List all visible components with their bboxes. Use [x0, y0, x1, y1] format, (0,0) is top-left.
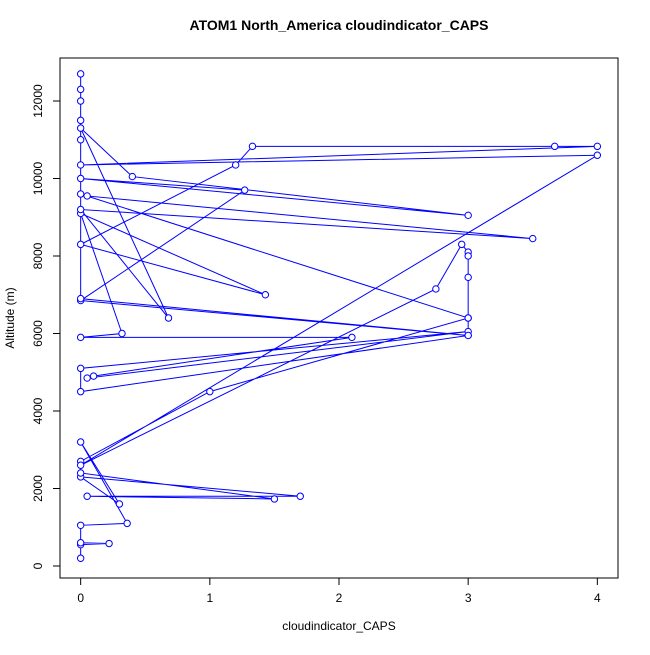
data-point: [464, 331, 472, 340]
data-point: [76, 70, 85, 78]
data-point: [76, 521, 85, 530]
data-point: [76, 539, 85, 547]
data-point: [593, 142, 602, 151]
data-point: [261, 291, 270, 299]
data-point: [76, 240, 85, 249]
x-tick-label: 0: [77, 591, 84, 605]
data-point: [83, 192, 91, 200]
data-point: [115, 500, 124, 508]
data-point: [231, 161, 240, 169]
data-point: [83, 374, 91, 382]
data-point: [164, 314, 173, 322]
data-point: [128, 172, 137, 181]
data-point: [296, 492, 304, 500]
data-point: [83, 492, 91, 500]
y-tick-label: 0: [31, 562, 45, 569]
data-point: [76, 294, 85, 303]
data-point: [76, 97, 85, 105]
data-point: [118, 329, 126, 338]
data-point: [76, 190, 85, 198]
y-tick-label: 12000: [31, 84, 45, 118]
x-tick-label: 4: [594, 591, 601, 605]
data-point: [432, 285, 440, 293]
data-point: [593, 151, 602, 159]
x-tick-label: 2: [336, 591, 343, 605]
data-point: [76, 461, 85, 469]
x-tick-label: 1: [206, 591, 213, 605]
data-point: [76, 554, 85, 562]
data-point: [105, 539, 113, 548]
data-point: [76, 364, 85, 373]
data-point: [76, 333, 85, 342]
data-point: [458, 240, 466, 249]
y-tick-label: 4000: [31, 397, 45, 424]
y-tick-label: 10000: [31, 161, 45, 195]
data-point: [76, 124, 85, 132]
y-axis-label: Altitude (m): [3, 287, 17, 348]
y-tick-label: 8000: [31, 242, 45, 269]
data-point: [529, 234, 537, 243]
data-point: [348, 333, 356, 342]
data-point: [76, 469, 85, 477]
x-axis-label: cloudindicator_CAPS: [282, 619, 395, 633]
data-point: [248, 142, 257, 151]
data-point: [270, 495, 279, 503]
data-point: [76, 387, 85, 396]
data-point: [464, 314, 472, 322]
data-point: [76, 174, 85, 183]
data-point: [76, 136, 85, 144]
y-tick-label: 2000: [31, 475, 45, 502]
data-point: [551, 142, 559, 151]
data-point: [76, 85, 85, 94]
data-point: [89, 372, 98, 380]
data-point: [464, 211, 472, 220]
data-point: [123, 519, 131, 528]
data-point: [206, 387, 214, 396]
data-point: [76, 161, 85, 169]
data-point: [76, 205, 85, 214]
chart-title: ATOM1 North_America cloudindicator_CAPS: [190, 17, 489, 33]
y-tick-label: 6000: [31, 320, 45, 347]
data-point: [241, 186, 249, 194]
data-point: [76, 116, 85, 125]
data-point: [464, 252, 472, 260]
x-tick-label: 3: [465, 591, 472, 605]
data-point: [464, 273, 472, 282]
data-point: [76, 438, 85, 446]
